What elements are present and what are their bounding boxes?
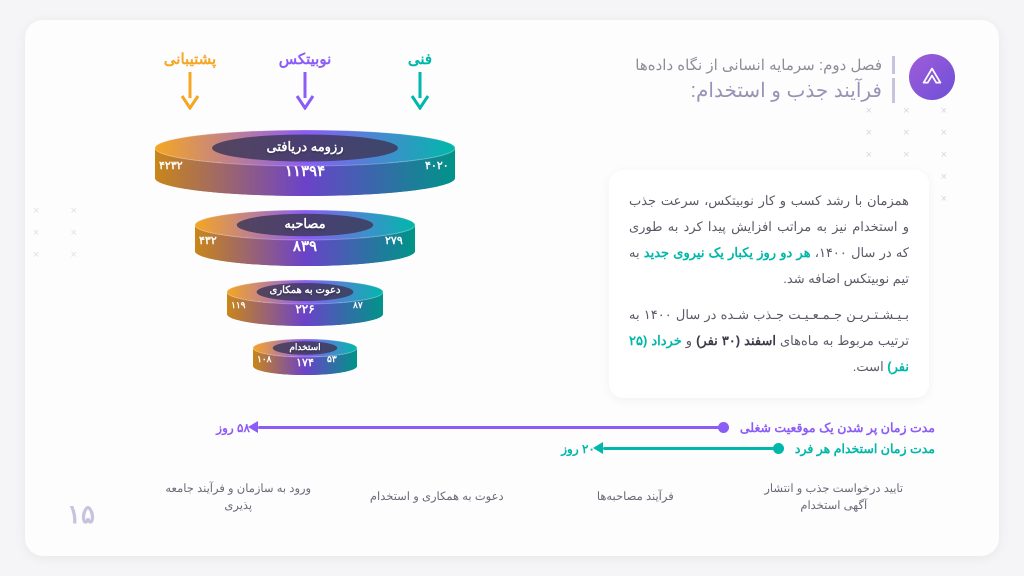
slide-heading: فصل دوم: سرمایه انسانی از نگاه داده‌ها ف… bbox=[635, 56, 895, 103]
decoration-crosses-left: × ×× ×× × bbox=[33, 200, 91, 266]
process-step: ورود به سازمان و فرآیند جامعه پذیری bbox=[135, 470, 334, 526]
funnel-stage-label: دعوت به همکاری bbox=[85, 285, 525, 296]
timeline-value: ۲۰ روز bbox=[561, 442, 595, 456]
timeline-row: مدت زمان پر شدن یک موقعیت شغلی ۵۸ روز bbox=[95, 420, 939, 435]
description-card: همزمان با رشد کسب و کار نوبیتکس، سرعت جذ… bbox=[609, 170, 929, 398]
brand-logo bbox=[909, 54, 955, 100]
funnel-stage-value: ۱۷۴ bbox=[85, 356, 525, 369]
funnel-left-value: ۴۳۲ bbox=[199, 234, 217, 247]
funnel-right-value: ۸۷ bbox=[353, 300, 363, 311]
process-step: تایید درخواست جذب و انتشار آگهی استخدام bbox=[731, 470, 930, 526]
timeline-value: ۵۸ روز bbox=[216, 421, 250, 435]
page-number: ۱۵ bbox=[67, 499, 95, 530]
timeline-bar bbox=[258, 426, 728, 429]
col-support: پشتیبانی bbox=[150, 50, 230, 115]
timeline-bars: مدت زمان پر شدن یک موقعیت شغلی۵۸ روزمدت … bbox=[95, 420, 939, 462]
funnel-right-value: ۴۰۲۰ bbox=[425, 159, 449, 172]
funnel-left-value: ۴۲۳۲ bbox=[159, 159, 183, 172]
slide: × × ×× × ×× × ×× × ×× × × × ×× ×× × فصل … bbox=[25, 20, 999, 556]
funnel-stage-value: ۸۳۹ bbox=[85, 237, 525, 255]
timeline-label: مدت زمان استخدام هر فرد bbox=[791, 441, 939, 456]
funnel-right-value: ۲۷۹ bbox=[385, 234, 403, 247]
funnel-left-value: ۱۰۸ bbox=[257, 354, 272, 365]
section-title: فرآیند جذب و استخدام: bbox=[635, 78, 895, 103]
chapter-label: فصل دوم: سرمایه انسانی از نگاه داده‌ها bbox=[635, 56, 895, 74]
funnel-left-value: ۱۱۹ bbox=[231, 300, 246, 311]
col-tech: فنی bbox=[380, 50, 460, 115]
funnel-stage-label: مصاحبه bbox=[85, 216, 525, 232]
paragraph-1: همزمان با رشد کسب و کار نوبیتکس، سرعت جذ… bbox=[629, 188, 909, 292]
timeline-bar bbox=[603, 447, 783, 450]
funnel-stage-value: ۱۱۳۹۴ bbox=[85, 162, 525, 180]
funnel-stage-value: ۲۲۶ bbox=[85, 302, 525, 316]
col-main: نوبیتکس bbox=[265, 50, 345, 115]
funnel-stage-label: رزومه دریافتی bbox=[85, 139, 525, 155]
paragraph-2: بـیـشـتـریـن جـمـعـیـت جـذب شـده در سال … bbox=[629, 302, 909, 380]
process-step: دعوت به همکاری و استخدام bbox=[334, 470, 533, 526]
funnel-stage-label: استخدام bbox=[85, 342, 525, 353]
funnel-column-headers: فنی نوبیتکس پشتیبانی bbox=[85, 50, 525, 130]
funnel-chart: فنی نوبیتکس پشتیبانی bbox=[85, 50, 525, 410]
timeline-row: مدت زمان استخدام هر فرد ۲۰ روز bbox=[95, 441, 939, 456]
funnel-right-value: ۵۳ bbox=[327, 354, 337, 365]
process-step: فرآیند مصاحبه‌ها bbox=[532, 470, 731, 526]
timeline-label: مدت زمان پر شدن یک موقعیت شغلی bbox=[736, 420, 939, 435]
process-steps: ورود به سازمان و فرآیند جامعه پذیریدعوت … bbox=[135, 470, 929, 526]
